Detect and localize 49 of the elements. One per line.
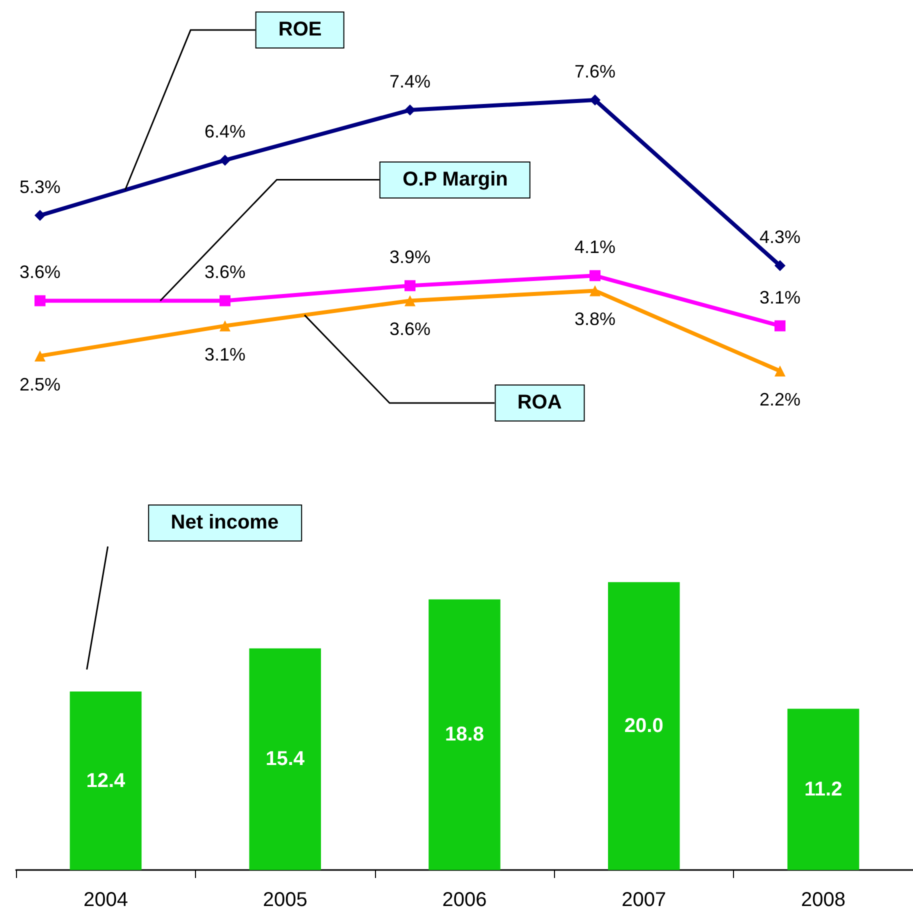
- callout-box: ROE: [255, 12, 345, 49]
- data-label: 7.6%: [574, 62, 616, 82]
- point: [590, 270, 600, 282]
- data-label: 2.2%: [759, 390, 801, 410]
- data-label: 3.1%: [759, 287, 801, 308]
- point: [34, 295, 46, 306]
- data-label: 6.4%: [204, 122, 246, 142]
- data-label: 11.2: [804, 778, 842, 800]
- data-label: 5.3%: [19, 176, 61, 197]
- callout-box: Net income: [148, 504, 302, 541]
- bar: [70, 692, 142, 870]
- data-label: 15.4: [266, 748, 306, 770]
- point: [774, 320, 786, 332]
- bar: [608, 582, 680, 870]
- bar: [787, 708, 860, 870]
- bar: [249, 648, 321, 870]
- data-label: 4.3%: [759, 227, 801, 248]
- point: [34, 210, 46, 221]
- data-label: 2.5%: [19, 374, 61, 394]
- x-tick-label: 2007: [622, 889, 666, 911]
- data-label: 12.4: [86, 770, 126, 792]
- x-tick-label: 2005: [262, 889, 308, 911]
- point: [774, 260, 786, 272]
- data-label: 7.4%: [389, 72, 431, 92]
- x-tick-label: 2004: [83, 889, 128, 911]
- point: [34, 350, 46, 362]
- x-tick-label: 2008: [801, 889, 846, 911]
- point: [404, 280, 416, 292]
- data-label: 3.6%: [204, 262, 246, 282]
- callout-box: ROA: [494, 384, 585, 422]
- point: [220, 320, 230, 332]
- point: [220, 295, 230, 306]
- data-label: 18.8: [445, 724, 484, 746]
- point: [404, 295, 416, 306]
- data-label: 20.0: [624, 715, 664, 738]
- bar: [428, 599, 500, 870]
- data-label: 3.6%: [19, 262, 61, 282]
- data-label: 3.9%: [389, 247, 431, 268]
- point: [220, 154, 230, 166]
- point: [404, 104, 416, 116]
- point: [590, 94, 600, 106]
- x-tick-label: 2006: [442, 889, 487, 911]
- callout-box: O.P Margin: [380, 161, 531, 198]
- data-label: 3.6%: [389, 319, 431, 340]
- point: [774, 366, 786, 376]
- data-label: 3.8%: [574, 309, 616, 330]
- point: [590, 285, 600, 296]
- data-label: 4.1%: [574, 237, 616, 258]
- data-label: 3.1%: [204, 344, 246, 364]
